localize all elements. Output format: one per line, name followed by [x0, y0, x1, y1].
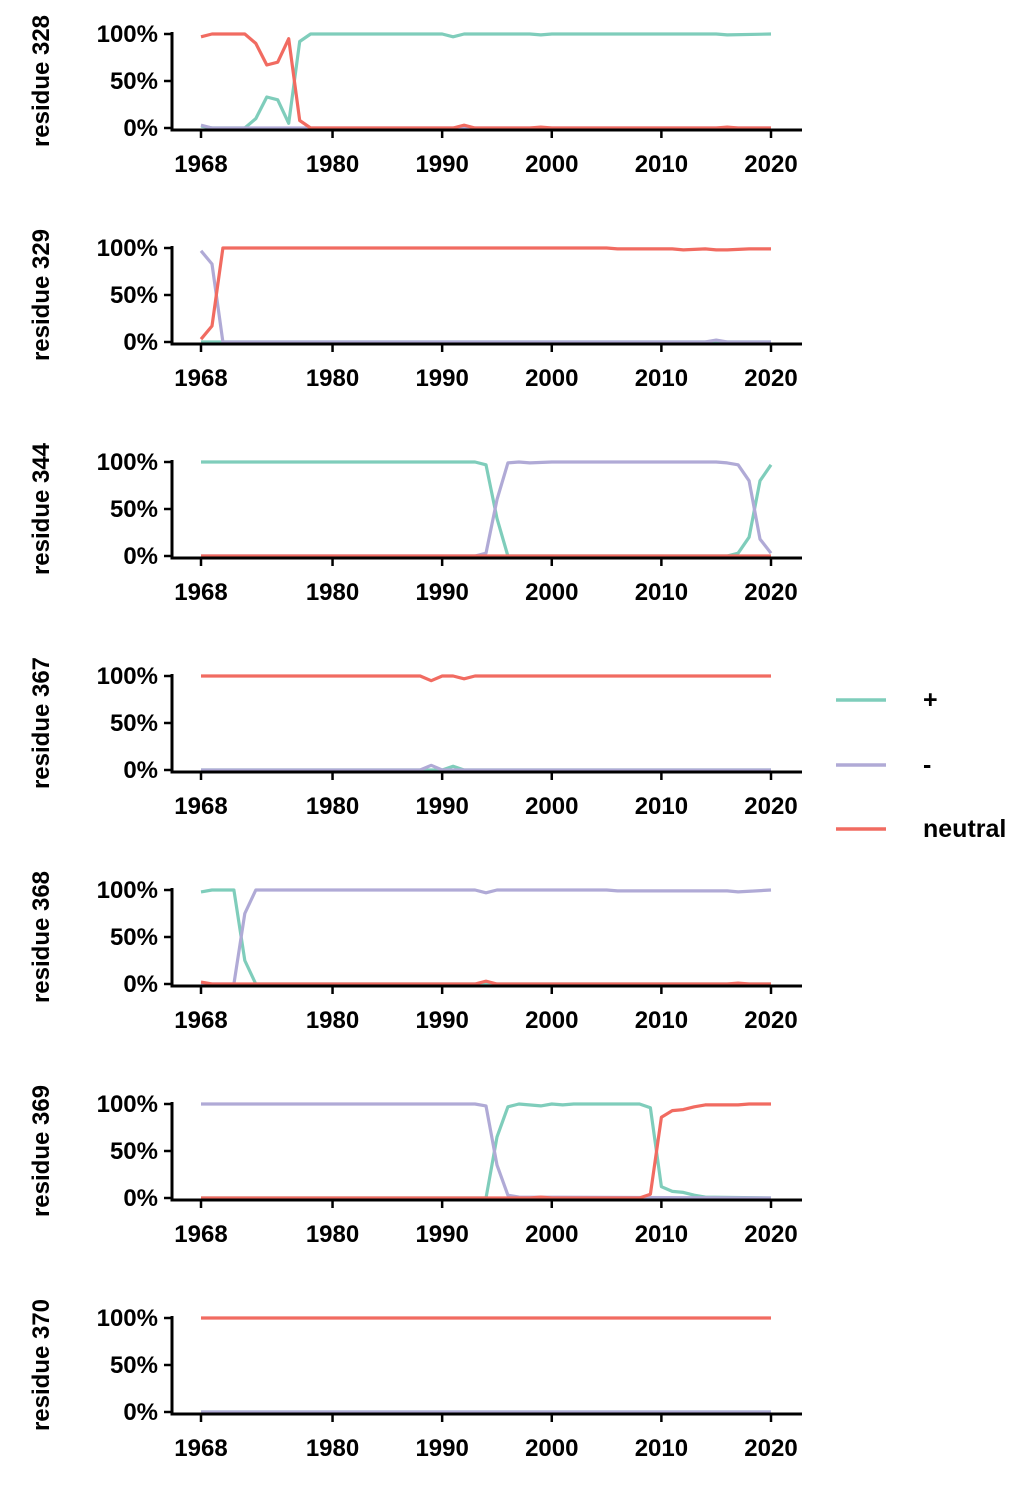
x-tick-label: 2000	[525, 1007, 578, 1034]
y-tick-label: 0%	[123, 757, 158, 784]
y-tick-label: 100%	[97, 1091, 158, 1118]
series-line-plus	[201, 1102, 772, 1200]
y-tick-label: 50%	[110, 1138, 158, 1165]
legend: + - neutral	[836, 686, 1006, 843]
x-tick-label: 2010	[635, 579, 688, 606]
series-line-neutral	[200, 979, 771, 986]
x-tick-label: 1990	[415, 1221, 468, 1248]
x-tick-label: 2000	[525, 365, 578, 392]
x-tick-label: 1990	[415, 365, 468, 392]
x-tick-label: 2000	[525, 793, 578, 820]
x-tick-label: 2010	[635, 1435, 688, 1462]
y-tick-label: 50%	[110, 924, 158, 951]
series-line-neutral	[201, 674, 771, 683]
y-tick-label: 0%	[123, 1185, 158, 1212]
x-tick-label: 2000	[525, 1435, 578, 1462]
x-tick-label: 2000	[525, 1221, 578, 1248]
y-tick-label: 0%	[123, 971, 158, 998]
panel-residue-367: 0% 50% 100% 1968 1980 1990 2000 2010 2020 residue…	[28, 657, 802, 820]
y-axis-label: residue 368	[28, 871, 55, 1003]
x-tick-label: 2020	[744, 365, 797, 392]
y-axis-label: residue 328	[28, 15, 55, 147]
series-line-neutral	[199, 246, 771, 341]
x-tick-label: 1990	[415, 1435, 468, 1462]
x-tick-label: 2020	[744, 1435, 797, 1462]
y-tick-label: 100%	[97, 235, 158, 262]
y-tick-label: 100%	[97, 877, 158, 904]
y-tick-label: 50%	[110, 710, 158, 737]
x-tick-label: 2010	[635, 1221, 688, 1248]
x-tick-label: 1968	[174, 579, 227, 606]
x-tick-label: 1968	[174, 365, 227, 392]
legend-label-minus: -	[923, 751, 931, 779]
x-tick-label: 1968	[174, 793, 227, 820]
panel-residue-368: 0% 50% 100% 1968 1980 1990 2000 2010 2020 residue…	[28, 871, 802, 1034]
x-tick-label: 1990	[415, 579, 468, 606]
x-tick-label: 1980	[306, 1435, 359, 1462]
series-line-neutral	[201, 1102, 771, 1200]
y-tick-label: 100%	[97, 663, 158, 690]
panel-residue-369: 0% 50% 100% 1968 1980 1990 2000 2010 2020 residue…	[28, 1085, 802, 1248]
panel-residue-344: 0% 50% 100% 1968 1980 1990 2000 2010 2020 residue…	[28, 442, 802, 606]
y-tick-label: 50%	[110, 68, 158, 95]
series-line-plus	[200, 888, 771, 986]
y-tick-label: 50%	[110, 496, 158, 523]
y-axis-label: residue 370	[28, 1299, 55, 1431]
legend-label-neutral: neutral	[923, 815, 1006, 843]
y-axis-label: residue 369	[28, 1085, 55, 1217]
x-tick-label: 1980	[306, 1007, 359, 1034]
x-tick-label: 2020	[744, 1007, 797, 1034]
series-line-minus	[201, 888, 772, 986]
x-tick-label: 1980	[306, 793, 359, 820]
y-tick-label: 50%	[110, 282, 158, 309]
series-line-plus	[200, 32, 772, 130]
x-tick-label: 1968	[174, 1435, 227, 1462]
x-tick-label: 1990	[415, 793, 468, 820]
series-line-minus	[201, 460, 773, 558]
series-line-minus	[199, 249, 771, 344]
x-tick-label: 1980	[306, 579, 359, 606]
y-tick-label: 0%	[123, 329, 158, 356]
x-tick-label: 1980	[306, 151, 359, 178]
x-tick-label: 1980	[306, 1221, 359, 1248]
y-tick-label: 50%	[110, 1352, 158, 1379]
legend-label-plus: +	[923, 686, 938, 714]
panel-residue-328: 0% 50% 100% 1968 1980 1990 2000 2010 2020 residue…	[28, 15, 802, 178]
y-axis-label: residue 367	[28, 657, 55, 789]
y-tick-label: 100%	[97, 1305, 158, 1332]
series-line-minus	[201, 1102, 772, 1200]
x-tick-label: 2010	[635, 365, 688, 392]
x-tick-label: 1990	[415, 1007, 468, 1034]
x-tick-label: 2010	[635, 1007, 688, 1034]
x-tick-label: 1968	[174, 151, 227, 178]
x-tick-label: 2020	[744, 793, 797, 820]
y-axis-label: residue 344	[28, 442, 55, 575]
y-axis-label: residue 329	[28, 229, 55, 361]
x-tick-label: 2000	[525, 579, 578, 606]
y-tick-label: 0%	[123, 1399, 158, 1426]
y-tick-label: 0%	[123, 543, 158, 570]
x-tick-label: 2020	[744, 579, 797, 606]
x-tick-label: 1980	[306, 365, 359, 392]
x-tick-label: 2010	[635, 793, 688, 820]
x-tick-label: 1990	[415, 151, 468, 178]
x-tick-label: 2020	[744, 1221, 797, 1248]
x-tick-label: 1968	[174, 1007, 227, 1034]
y-tick-label: 100%	[97, 449, 158, 476]
y-tick-label: 0%	[123, 115, 158, 142]
y-tick-label: 100%	[97, 21, 158, 48]
series-line-neutral	[200, 32, 771, 130]
series-line-minus	[201, 763, 771, 772]
x-tick-label: 2000	[525, 151, 578, 178]
series-line-plus	[201, 460, 773, 558]
panel-residue-370: 0% 50% 100% 1968 1980 1990 2000 2010 2020 residue…	[28, 1299, 802, 1462]
panel-residue-329: 0% 50% 100% 1968 1980 1990 2000 2010 2020 residue…	[28, 229, 802, 392]
x-tick-label: 2010	[635, 151, 688, 178]
x-tick-label: 1968	[174, 1221, 227, 1248]
x-tick-label: 2020	[744, 151, 797, 178]
